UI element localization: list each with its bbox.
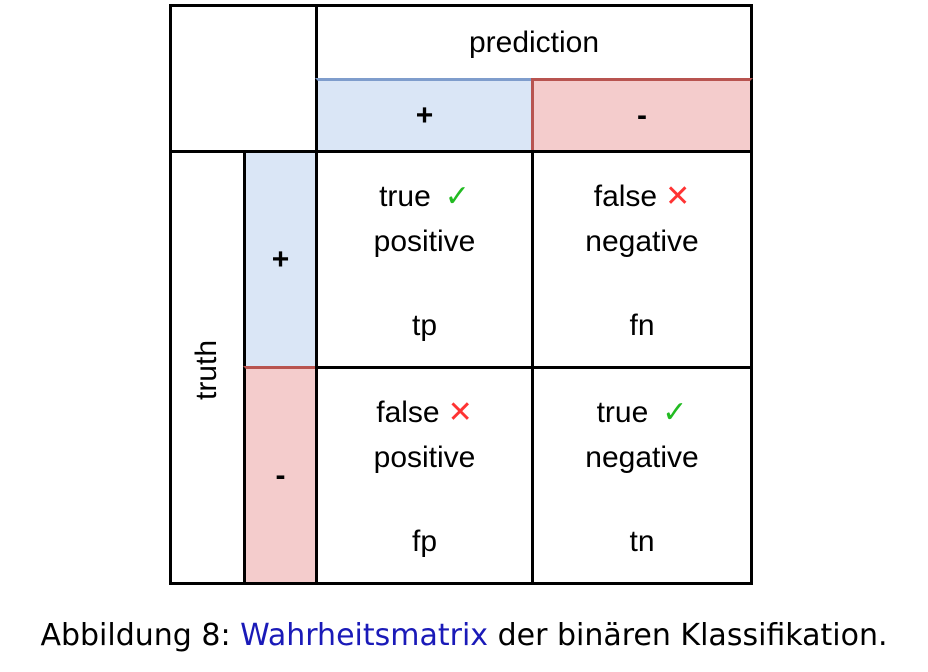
cross-icon: ✕: [665, 180, 691, 213]
truth-positive-header: +: [243, 150, 318, 369]
positive-sign: +: [415, 98, 434, 132]
truth-label: truth: [190, 339, 223, 401]
prediction-positive-header: +: [315, 78, 534, 153]
cell-abbreviation: tp: [411, 309, 438, 342]
true-positive-cell: true ✓ positive tp: [315, 150, 534, 369]
true-negative-cell: true ✓ negative tn: [531, 366, 753, 585]
corner-cell: [169, 4, 318, 153]
positive-sign: +: [271, 242, 290, 276]
figure-caption: Abbildung 8: Wahrheitsmatrix der binären…: [0, 618, 928, 653]
cell-word: positive: [373, 225, 476, 258]
checkmark-icon: ✓: [662, 396, 688, 429]
false-negative-cell: false ✕ negative fn: [531, 150, 753, 369]
cell-word: false: [593, 180, 658, 213]
cell-word: true: [379, 180, 431, 213]
cell-word: negative: [585, 441, 699, 474]
caption-prefix: Abbildung 8:: [40, 618, 241, 653]
cell-word: positive: [373, 441, 476, 474]
cross-icon: ✕: [447, 396, 473, 429]
prediction-header: prediction: [315, 4, 753, 81]
cell-word: negative: [585, 225, 699, 258]
caption-link[interactable]: Wahrheitsmatrix: [240, 618, 489, 653]
truth-negative-header: -: [243, 366, 318, 585]
prediction-negative-header: -: [531, 78, 753, 153]
confusion-matrix: prediction + - truth + - true ✓ positive …: [169, 4, 753, 585]
false-positive-cell: false ✕ positive fp: [315, 366, 534, 585]
prediction-label: prediction: [468, 25, 600, 59]
checkmark-icon: ✓: [444, 180, 470, 213]
cell-word: true: [596, 396, 649, 429]
negative-sign: -: [637, 98, 647, 132]
cell-abbreviation: fp: [411, 525, 438, 558]
negative-sign: -: [275, 458, 286, 492]
cell-abbreviation: tn: [629, 525, 655, 558]
caption-suffix: der binären Klassifikation.: [488, 618, 888, 653]
cell-abbreviation: fn: [629, 309, 655, 342]
cell-word: false: [376, 396, 440, 429]
